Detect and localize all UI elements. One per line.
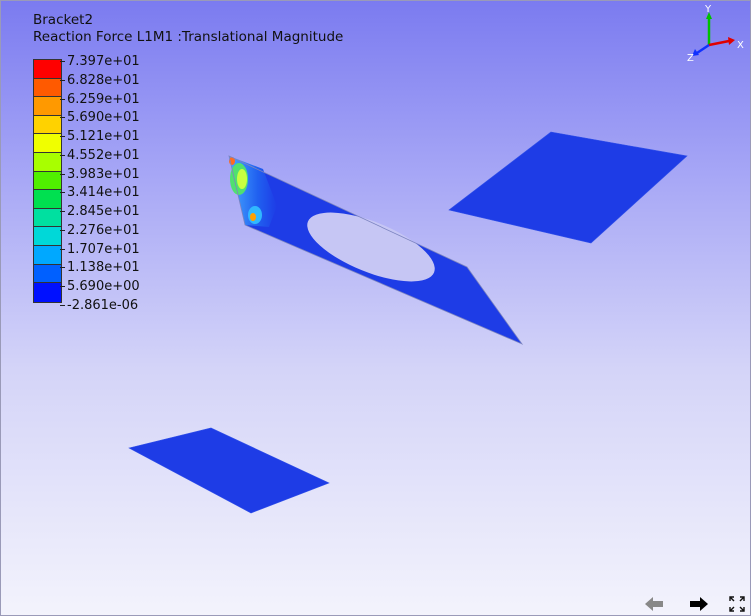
legend-label: 7.397e+01 <box>65 53 140 72</box>
legend-swatch <box>34 208 61 228</box>
x-axis-arrow <box>728 37 735 45</box>
legend-swatch <box>34 153 61 172</box>
legend-label: 5.121e+01 <box>65 128 140 147</box>
legend-swatch <box>34 97 61 116</box>
y-axis-label: Y <box>704 4 712 15</box>
z-axis-line <box>696 43 710 55</box>
result-title: Reaction Force L1M1 :Translational Magni… <box>33 29 344 45</box>
fullscreen-icon[interactable] <box>728 595 746 613</box>
legend-swatch <box>34 227 61 247</box>
z-axis-label: Z <box>687 53 694 64</box>
legend-swatch <box>34 171 61 191</box>
legend-swatch <box>34 190 61 209</box>
legend-swatch <box>34 134 61 154</box>
legend-swatch <box>34 115 61 135</box>
legend-label: 2.276e+01 <box>65 222 140 241</box>
arrow-left-icon[interactable] <box>643 595 665 613</box>
axis-triad[interactable]: Y X Z <box>685 3 749 65</box>
legend-swatch <box>34 264 61 284</box>
lower-left-plate[interactable] <box>128 427 330 514</box>
legend-label: 1.707e+01 <box>65 241 140 260</box>
legend-label: 3.414e+01 <box>65 184 140 203</box>
legend-label: 2.845e+01 <box>65 203 140 222</box>
legend-label: 3.983e+01 <box>65 166 140 185</box>
x-axis-line <box>708 39 730 47</box>
legend-color-bar <box>33 59 62 303</box>
legend-label: 1.138e+01 <box>65 259 140 278</box>
legend-swatch <box>34 246 61 265</box>
bracket-plate-with-hole[interactable] <box>228 155 524 345</box>
legend-label: 4.552e+01 <box>65 147 140 166</box>
legend-label: 6.259e+01 <box>65 91 140 110</box>
legend-label: -2.861e-06 <box>65 297 140 316</box>
result-title-block: Bracket2 Reaction Force L1M1 :Translatio… <box>33 12 343 46</box>
model-name: Bracket2 <box>33 12 94 28</box>
upper-right-plate[interactable] <box>448 131 688 244</box>
z-axis-arrow <box>692 49 699 56</box>
legend-swatch <box>34 60 61 79</box>
y-axis-arrow <box>706 12 712 19</box>
legend-label: 6.828e+01 <box>65 72 140 91</box>
x-axis-label: X <box>737 40 744 51</box>
legend-swatch <box>34 283 61 302</box>
arrow-right-icon[interactable] <box>688 595 710 613</box>
legend-labels: 7.397e+01 6.828e+01 6.259e+01 5.690e+01 5.12… <box>65 53 140 316</box>
legend-swatch <box>34 78 61 98</box>
legend-label: 5.690e+01 <box>65 109 140 128</box>
legend-label: 5.690e+00 <box>65 278 140 297</box>
